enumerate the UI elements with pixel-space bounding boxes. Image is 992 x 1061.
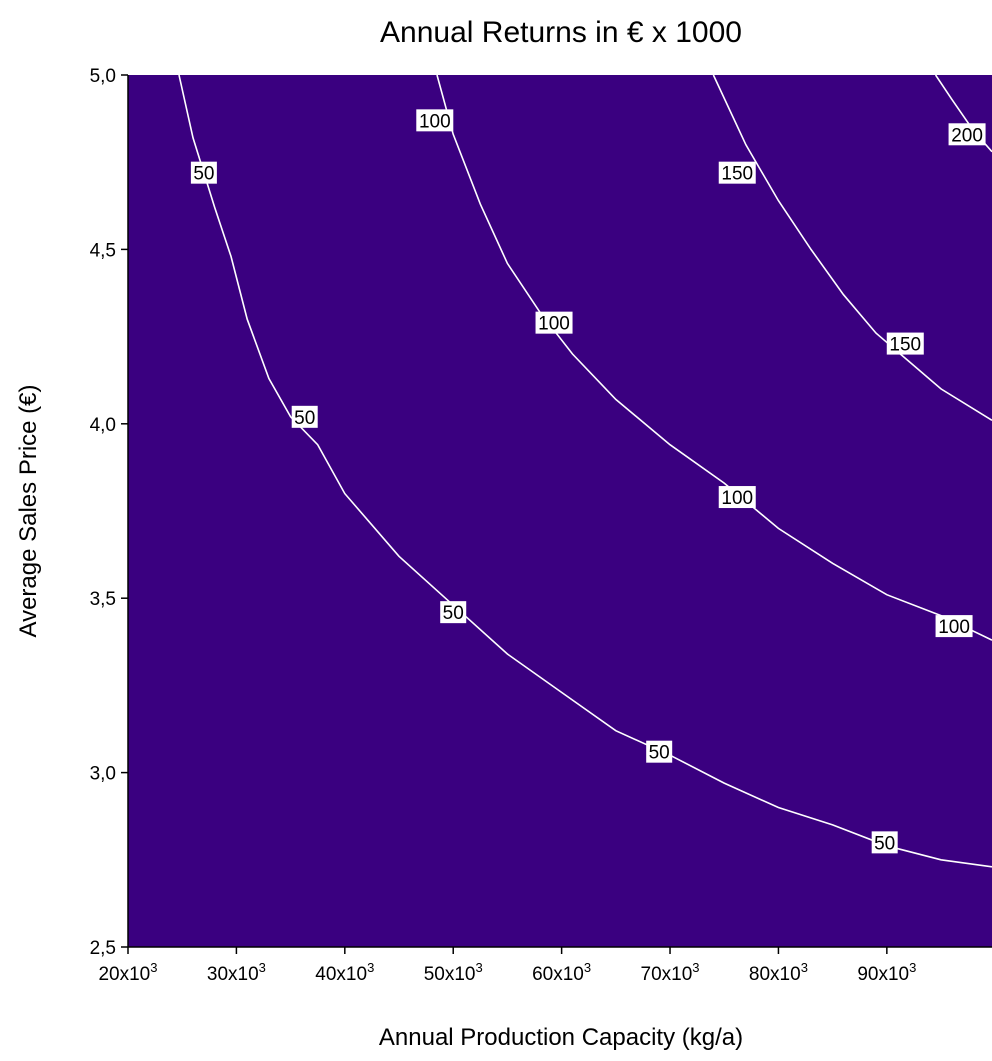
contour-label: 150 (721, 164, 753, 185)
contour-label: 100 (721, 488, 753, 509)
x-tick-label: 40x103 (315, 960, 374, 985)
x-axis-label: Annual Production Capacity (kg/a) (379, 1024, 743, 1051)
contour-label: 50 (294, 408, 315, 429)
x-tick-label: 20x103 (98, 960, 157, 985)
x-tick-label: 30x103 (207, 960, 266, 985)
contour-line-100 (436, 75, 992, 641)
contour-line-150 (712, 75, 992, 421)
contour-label-box (886, 332, 924, 355)
x-tick-label: 80x103 (749, 960, 808, 985)
contour-label-box (440, 601, 467, 624)
x-tick-label: 90x103 (857, 960, 916, 985)
contour-label-box (935, 615, 973, 638)
x-tick-label: 70x103 (641, 960, 700, 985)
contour-label: 100 (938, 617, 970, 638)
contour-band (128, 75, 992, 947)
plot-area: 50 50 50 50 50 100 100 100 100 150 150 200 (128, 75, 992, 947)
x-tick-label: 60x103 (532, 960, 591, 985)
y-tick-label: 5,0 (90, 66, 116, 87)
contour-label-box (535, 311, 573, 334)
contour-label: 50 (193, 164, 214, 185)
contour-label: 200 (951, 125, 983, 146)
y-axis-label: Average Sales Price (€) (15, 384, 42, 637)
x-tick-label: 50x103 (424, 960, 483, 985)
contour-label: 50 (649, 743, 670, 764)
axes: 20x103 30x103 40x103 50x103 60x103 70x103 80x1… (90, 66, 992, 985)
contour-label-box (291, 405, 318, 428)
y-tick-label: 3,5 (90, 589, 116, 610)
contour-label-box (871, 831, 898, 854)
contour-label: 100 (538, 314, 570, 335)
contour-label-box (718, 486, 756, 509)
contour-label-box (948, 123, 986, 146)
y-tick-label: 2,5 (90, 938, 116, 959)
y-tick-label: 4,0 (90, 415, 116, 436)
contour-label-box (416, 109, 454, 132)
contour-label: 150 (889, 335, 921, 356)
y-tick-label: 3,0 (90, 764, 116, 785)
chart-title: Annual Returns in € x 1000 (380, 16, 742, 49)
contour-label: 100 (419, 111, 451, 132)
y-tick-label: 4,5 (90, 240, 116, 261)
contour-label-box (190, 161, 217, 184)
contour-label: 50 (874, 833, 895, 854)
contour-label-box (718, 161, 756, 184)
contour-label: 50 (443, 603, 464, 624)
contour-label-box (646, 740, 673, 763)
